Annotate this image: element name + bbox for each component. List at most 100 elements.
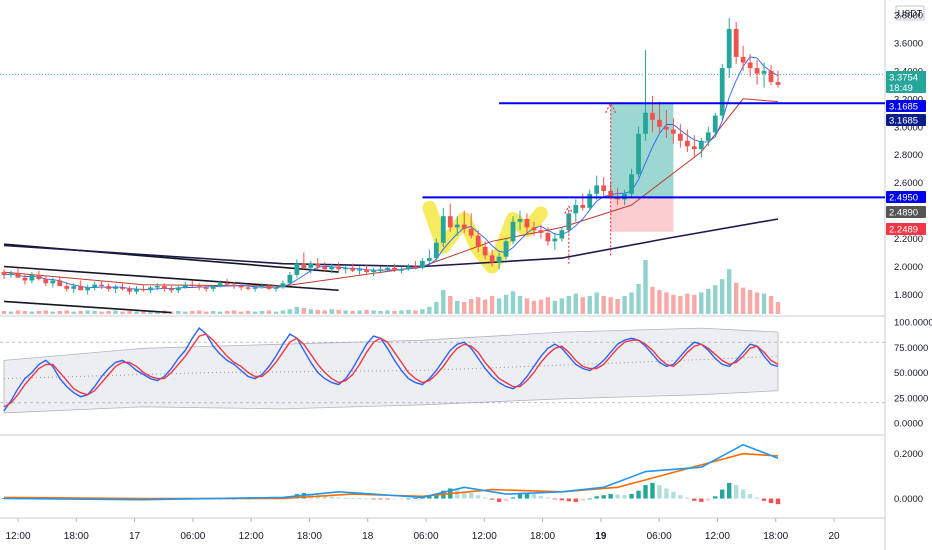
candle-body: [594, 185, 600, 194]
w-pattern-highlight: [422, 200, 548, 274]
volume-bar: [615, 299, 620, 314]
candle-body: [636, 133, 641, 175]
macd-histogram-bar: [699, 498, 704, 502]
volume-bar: [266, 310, 272, 314]
volume-bar: [210, 311, 216, 314]
candle-body: [664, 126, 669, 130]
candle-body: [406, 266, 411, 270]
volume-bar: [406, 309, 411, 314]
volume-bar: [120, 311, 125, 314]
macd-histogram-bar: [671, 491, 676, 499]
volume-bar: [43, 310, 49, 314]
candle-body: [155, 286, 160, 288]
candle-body: [182, 284, 188, 288]
volume-bar: [510, 291, 516, 314]
candle-body: [217, 283, 223, 287]
volume-bar: [294, 306, 300, 314]
macd-histogram-bar: [685, 497, 690, 499]
volume-bar: [280, 310, 286, 314]
candle-body: [120, 287, 125, 289]
candle-body: [141, 288, 146, 291]
short-moving-average: [3, 56, 779, 290]
candle-body: [85, 287, 91, 291]
macd-histogram-bar: [524, 492, 530, 499]
macd-histogram-bar: [615, 494, 620, 499]
volume-bar: [64, 310, 69, 314]
price-tag: [886, 100, 926, 112]
macd-histogram-bar: [462, 491, 467, 499]
volume-bar: [468, 299, 474, 314]
volume-bar: [231, 310, 237, 314]
macd-histogram-bar: [678, 495, 683, 499]
macd-histogram-bar: [706, 498, 711, 501]
candle-body: [294, 263, 300, 275]
macd-histogram-bar: [608, 494, 613, 499]
candle-body: [657, 119, 662, 127]
volume-bar: [322, 310, 327, 314]
volume-bar: [169, 311, 174, 314]
candle-body: [677, 133, 683, 141]
candle-body: [587, 193, 593, 208]
macd-histogram-bar: [754, 497, 760, 499]
macd-histogram-bar: [713, 496, 718, 499]
volume-bar: [775, 302, 781, 314]
volume-bar: [622, 296, 627, 314]
macd-histogram-bar: [475, 495, 481, 499]
price-tick-label: 2.2000: [894, 234, 923, 245]
macd-histogram-bar: [747, 494, 753, 499]
macd-histogram-bar: [378, 498, 383, 500]
volume-bar: [475, 297, 481, 314]
volume-bar: [768, 296, 774, 314]
candle-body: [113, 287, 118, 289]
candle-body: [454, 224, 460, 228]
candle-body: [433, 242, 439, 259]
projection-arrow-head: [564, 205, 574, 214]
macd-histogram-bar: [538, 495, 544, 499]
candle-body: [336, 266, 342, 270]
volume-bar: [747, 290, 753, 314]
oscillator-tick-label: 0.0000: [894, 419, 923, 430]
candle-body: [127, 288, 132, 292]
candle-body: [231, 284, 237, 287]
oscillator-k-line: [3, 327, 779, 412]
candle-body: [510, 221, 516, 242]
candle-body: [1, 272, 7, 275]
candle-body: [489, 255, 495, 263]
macd-histogram-bar: [657, 485, 662, 499]
macd-histogram-bar: [622, 495, 627, 499]
time-tick-label: 18: [362, 531, 374, 542]
volume-bar: [650, 287, 655, 314]
volume-bar: [364, 309, 369, 314]
candle-body: [71, 286, 77, 289]
candle-body: [684, 140, 690, 147]
volume-bar: [538, 299, 544, 314]
countdown-label: 18:49: [889, 83, 913, 94]
price-tick-label: 3.2000: [894, 94, 923, 105]
candle-body: [22, 277, 28, 281]
volume-bar: [197, 310, 202, 314]
macd-histogram-bar: [629, 494, 634, 499]
candle-body: [733, 28, 739, 57]
volume-bar: [601, 296, 606, 314]
volume-bar: [559, 298, 565, 314]
time-tick-label: 12:00: [472, 531, 497, 542]
candle-body: [392, 267, 397, 271]
macd-histogram-bar: [322, 496, 327, 499]
macd-histogram-bar: [482, 497, 488, 499]
macd-tick-label: 0.0000: [894, 494, 923, 505]
volume-bar: [726, 269, 732, 314]
price-tag-label: 3.1685: [889, 116, 918, 127]
currency-label: USDT: [898, 9, 923, 19]
volume-bar: [754, 292, 760, 314]
volume-bar: [273, 311, 279, 314]
candle-body: [775, 82, 781, 85]
candle-body: [134, 288, 139, 292]
candle-body: [245, 287, 251, 289]
candle-body: [343, 267, 349, 270]
macd-histogram-bar: [364, 498, 369, 500]
volume-bar: [692, 294, 697, 314]
candle-body: [726, 28, 732, 69]
price-tick-label: 2.6000: [894, 178, 923, 189]
